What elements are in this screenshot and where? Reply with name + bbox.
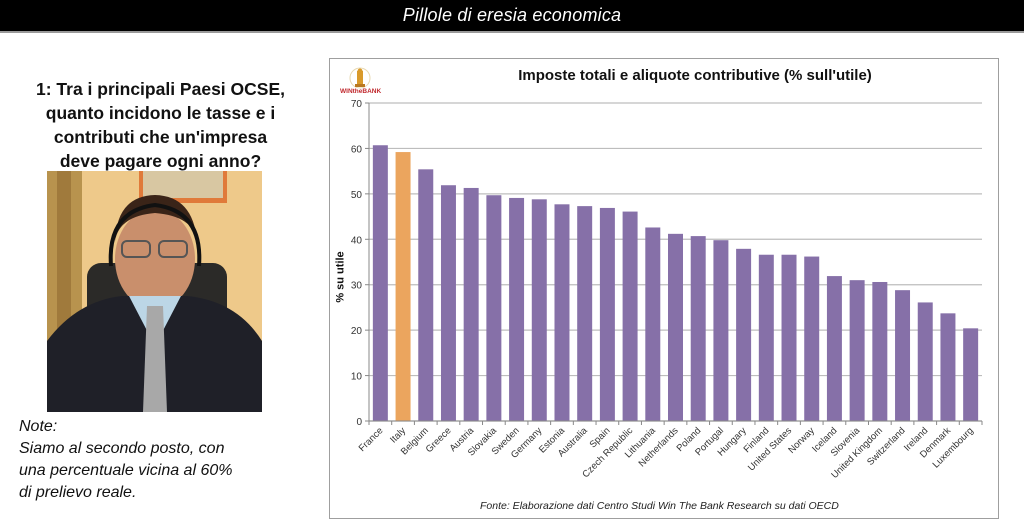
question-line: quanto incidono le tasse e i <box>45 103 276 123</box>
bar-estonia <box>554 204 570 421</box>
bar-germany <box>531 199 547 421</box>
logo-text: WINtheBANK <box>340 88 382 95</box>
bar-sweden <box>509 197 525 421</box>
notes-line: Siamo al secondo posto, con <box>19 440 225 457</box>
y-tick-label: 70 <box>351 99 363 110</box>
bar-luxembourg <box>963 328 979 421</box>
notes-line: di prelievo reale. <box>19 484 137 501</box>
x-tick-label: Norway <box>786 425 817 456</box>
bar-netherlands <box>668 233 683 421</box>
bar-belgium <box>418 169 434 421</box>
bar-slovenia <box>849 280 865 421</box>
y-tick-label: 20 <box>351 326 363 337</box>
banner-title: Pillole di eresia economica <box>402 5 622 25</box>
bar-denmark <box>940 313 956 421</box>
win-the-bank-logo: WINtheBANK <box>340 67 382 97</box>
bar-italy <box>395 152 411 421</box>
bar-france <box>372 145 388 421</box>
speaker-image <box>47 171 262 412</box>
bar-poland <box>690 236 706 421</box>
bar-australia <box>577 206 593 421</box>
y-tick-label: 30 <box>351 281 363 292</box>
source-note: Fonte: Elaborazione dati Centro Studi Wi… <box>480 500 839 512</box>
bar-finland <box>758 254 774 421</box>
y-tick-label: 40 <box>351 235 363 246</box>
question-line: contributi che un'impresa <box>53 127 268 147</box>
top-banner: Pillole di eresia economica <box>0 0 1024 33</box>
bar-switzerland <box>895 290 911 421</box>
question-text: 1: Tra i principali Paesi OCSE, quanto i… <box>18 77 303 173</box>
bar-united-states <box>781 254 797 421</box>
bar-ireland <box>917 302 933 421</box>
chart-title: Imposte totali e aliquote contributive (… <box>518 67 872 84</box>
bar-spain <box>599 207 615 421</box>
bar-slovakia <box>486 195 502 421</box>
bar-czech-republic <box>622 211 638 421</box>
notes: Note: Siamo al secondo posto, con una pe… <box>19 416 309 504</box>
notes-label: Note: <box>19 418 58 435</box>
speaker-video <box>47 171 262 412</box>
x-tick-label: Greece <box>424 425 454 455</box>
bar-portugal <box>713 240 729 421</box>
x-tick-label: France <box>357 425 386 454</box>
y-tick-label: 10 <box>351 372 363 383</box>
bar-austria <box>463 187 479 421</box>
bar-greece <box>440 185 456 421</box>
chart-container: WINtheBANK Imposte totali e aliquote con… <box>329 58 999 519</box>
y-tick-label: 50 <box>351 190 363 201</box>
trophy-icon <box>349 67 371 89</box>
question-line: 1: Tra i principali Paesi OCSE, <box>36 79 285 99</box>
bar-norway <box>804 256 820 421</box>
bar-lithuania <box>645 227 661 421</box>
bar-iceland <box>826 276 842 421</box>
y-tick-label: 60 <box>351 144 363 155</box>
bar-united-kingdom <box>872 281 888 421</box>
notes-line: una percentuale vicina al 60% <box>19 462 233 479</box>
bar-hungary <box>736 248 752 421</box>
question-line: deve pagare ogni anno? <box>59 151 262 171</box>
y-tick-label: 0 <box>356 417 362 428</box>
